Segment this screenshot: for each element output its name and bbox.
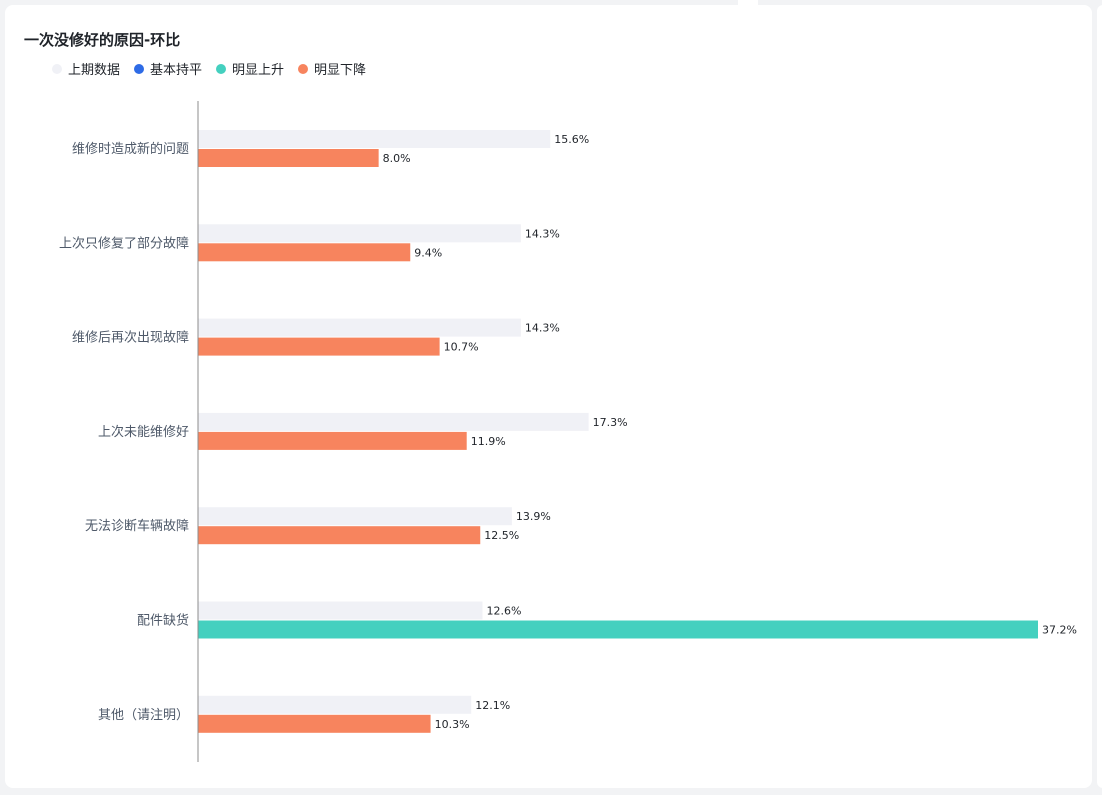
chart-title: 一次没修好的原因-环比 (24, 31, 181, 49)
adjacent-card-edge (1097, 5, 1102, 788)
bar-previous[interactable] (198, 130, 551, 148)
category-label: 上次只修复了部分故障 (59, 235, 189, 251)
bar-current[interactable] (198, 431, 467, 450)
legend-item-flat[interactable]: 基本持平 (134, 59, 202, 78)
value-label-previous: 12.6% (487, 605, 522, 618)
top-notch (738, 0, 758, 5)
legend-item-previous[interactable]: 上期数据 (52, 59, 120, 78)
category-label: 配件缺货 (137, 613, 189, 629)
value-label-current: 11.9% (471, 435, 506, 448)
value-label-previous: 13.9% (516, 510, 551, 523)
value-label-previous: 14.3% (525, 322, 560, 335)
legend-dot-down-icon (298, 63, 309, 74)
category-label: 维修后再次出现故障 (72, 330, 189, 346)
bar-previous[interactable] (198, 318, 521, 337)
bar-previous[interactable] (198, 695, 472, 714)
category-label: 维修时造成新的问题 (72, 141, 189, 157)
value-label-previous: 15.6% (554, 133, 589, 146)
value-label-current: 10.7% (444, 341, 479, 354)
bar-previous[interactable] (198, 507, 512, 526)
value-label-current: 12.5% (484, 529, 519, 542)
legend-label-previous: 上期数据 (68, 63, 121, 78)
value-label-previous: 17.3% (593, 416, 628, 429)
bar-current[interactable] (198, 714, 431, 733)
value-label-current: 10.3% (435, 718, 470, 731)
bar-current[interactable] (198, 243, 411, 262)
bar-previous[interactable] (198, 601, 483, 620)
legend-dot-flat-icon (134, 63, 145, 74)
value-label-previous: 12.1% (475, 699, 510, 712)
legend-label-down: 明显下降 (314, 63, 367, 78)
legend-item-up[interactable]: 明显上升 (216, 59, 284, 78)
value-label-current: 37.2% (1042, 624, 1077, 637)
category-label: 其他（请注明） (98, 708, 189, 723)
category-label: 无法诊断车辆故障 (85, 518, 189, 534)
legend-label-flat: 基本持平 (150, 63, 203, 78)
bar-current[interactable] (198, 526, 481, 545)
bar-current[interactable] (198, 149, 379, 167)
legend-label-up: 明显上升 (232, 63, 285, 78)
chart-legend: 上期数据 基本持平 明显上升 明显下降 (52, 59, 380, 78)
bar-previous[interactable] (198, 224, 521, 243)
legend-dot-previous-icon (52, 63, 62, 74)
bar-current[interactable] (198, 620, 1038, 639)
legend-item-down[interactable]: 明显下降 (298, 59, 366, 78)
value-label-current: 8.0% (383, 152, 411, 165)
bar-previous[interactable] (198, 412, 589, 431)
value-label-previous: 14.3% (525, 227, 560, 240)
bar-current[interactable] (198, 337, 440, 356)
category-label: 上次未能维修好 (98, 424, 189, 440)
legend-dot-up-icon (216, 63, 227, 74)
value-label-current: 9.4% (414, 246, 442, 259)
